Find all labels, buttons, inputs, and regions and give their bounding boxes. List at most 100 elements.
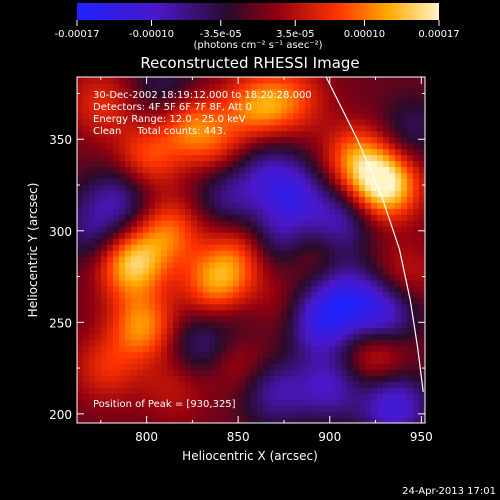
heatmap-cell	[335, 94, 342, 102]
heatmap-cell	[155, 202, 162, 209]
heatmap-cell	[299, 327, 306, 335]
heatmap-cell	[77, 178, 84, 185]
heatmap-cell	[305, 399, 312, 406]
heatmap-cell	[149, 220, 156, 227]
heatmap-cell	[299, 250, 306, 257]
heatmap-cell	[389, 315, 396, 323]
heatmap-cell	[269, 369, 276, 376]
heatmap-cell	[311, 232, 318, 239]
heatmap-cell	[233, 375, 240, 382]
heatmap-cell	[143, 100, 150, 108]
heatmap-cell	[233, 130, 240, 138]
heatmap-cell	[401, 375, 408, 382]
heatmap-cell	[317, 178, 324, 185]
heatmap-cell	[359, 315, 366, 323]
heatmap-cell	[95, 250, 102, 257]
heatmap-cell	[185, 309, 192, 317]
heatmap-cell	[245, 417, 252, 423]
heatmap-cell	[305, 148, 312, 156]
heatmap-cell	[329, 118, 336, 126]
heatmap-cell	[185, 94, 192, 102]
heatmap-cell	[407, 178, 414, 185]
heatmap-cell	[365, 267, 372, 275]
heatmap-cell	[83, 100, 90, 108]
heatmap-cell	[209, 417, 216, 423]
heatmap-cell	[197, 351, 204, 358]
heatmap-cell	[353, 244, 360, 251]
heatmap-cell	[221, 130, 228, 138]
heatmap-cell	[173, 267, 180, 275]
heatmap-cell	[167, 166, 174, 174]
heatmap-cell	[209, 166, 216, 174]
heatmap-cell	[395, 357, 402, 364]
heatmap-cell	[347, 178, 354, 185]
heatmap-cell	[401, 369, 408, 376]
heatmap-cell	[185, 77, 192, 84]
heatmap-cell	[113, 77, 120, 84]
heatmap-cell	[95, 238, 102, 245]
heatmap-cell	[383, 411, 390, 418]
heatmap-cell	[101, 297, 108, 305]
heatmap-cell	[227, 273, 234, 281]
heatmap-cell	[137, 405, 144, 412]
heatmap-cell	[401, 202, 408, 209]
heatmap-cell	[335, 250, 342, 257]
heatmap-cell	[251, 399, 258, 406]
heatmap-cell	[239, 309, 246, 317]
heatmap-cell	[311, 273, 318, 281]
heatmap-cell	[335, 279, 342, 287]
heatmap-cell	[377, 82, 384, 90]
heatmap-cell	[137, 381, 144, 388]
heatmap-cell	[95, 220, 102, 227]
heatmap-cell	[257, 184, 264, 191]
heatmap-cell	[371, 351, 378, 358]
heatmap-cell	[239, 273, 246, 281]
heatmap-cell	[101, 160, 108, 168]
heatmap-cell	[137, 190, 144, 197]
heatmap-cell	[209, 82, 216, 90]
heatmap-cell	[137, 369, 144, 376]
heatmap-cell	[167, 357, 174, 364]
heatmap-cell	[221, 261, 228, 269]
heatmap-cell	[257, 172, 264, 180]
heatmap-cell	[179, 94, 186, 102]
heatmap-cell	[419, 291, 425, 299]
heatmap-cell	[371, 369, 378, 376]
heatmap-cell	[221, 303, 228, 311]
heatmap-cell	[299, 100, 306, 108]
heatmap-cell	[119, 250, 126, 257]
heatmap-cell	[395, 309, 402, 317]
heatmap-cell	[95, 303, 102, 311]
heatmap-cell	[299, 405, 306, 412]
heatmap-cell	[233, 136, 240, 144]
heatmap-cell	[353, 100, 360, 108]
heatmap-cell	[203, 309, 210, 317]
heatmap-cell	[263, 309, 270, 317]
heatmap-cell	[185, 381, 192, 388]
heatmap-cell	[359, 130, 366, 138]
heatmap-cell	[143, 339, 150, 347]
heatmap-cell	[83, 369, 90, 376]
heatmap-cell	[269, 94, 276, 102]
heatmap-cell	[155, 345, 162, 353]
heatmap-cell	[233, 124, 240, 132]
heatmap-cell	[317, 303, 324, 311]
heatmap-cell	[407, 148, 414, 156]
heatmap-cell	[395, 238, 402, 245]
heatmap-cell	[197, 202, 204, 209]
heatmap-cell	[143, 190, 150, 197]
heatmap-cell	[77, 297, 84, 305]
heatmap-cell	[233, 279, 240, 287]
heatmap-cell	[191, 375, 198, 382]
heatmap-cell	[371, 94, 378, 102]
heatmap-cell	[419, 339, 425, 347]
heatmap-cell	[239, 381, 246, 388]
heatmap-cell	[299, 244, 306, 251]
heatmap-cell	[305, 363, 312, 370]
heatmap-cell	[239, 112, 246, 120]
heatmap-cell	[131, 321, 138, 329]
heatmap-cell	[185, 124, 192, 132]
heatmap-cell	[161, 303, 168, 311]
heatmap-cell	[209, 148, 216, 156]
heatmap-cell	[143, 82, 150, 90]
